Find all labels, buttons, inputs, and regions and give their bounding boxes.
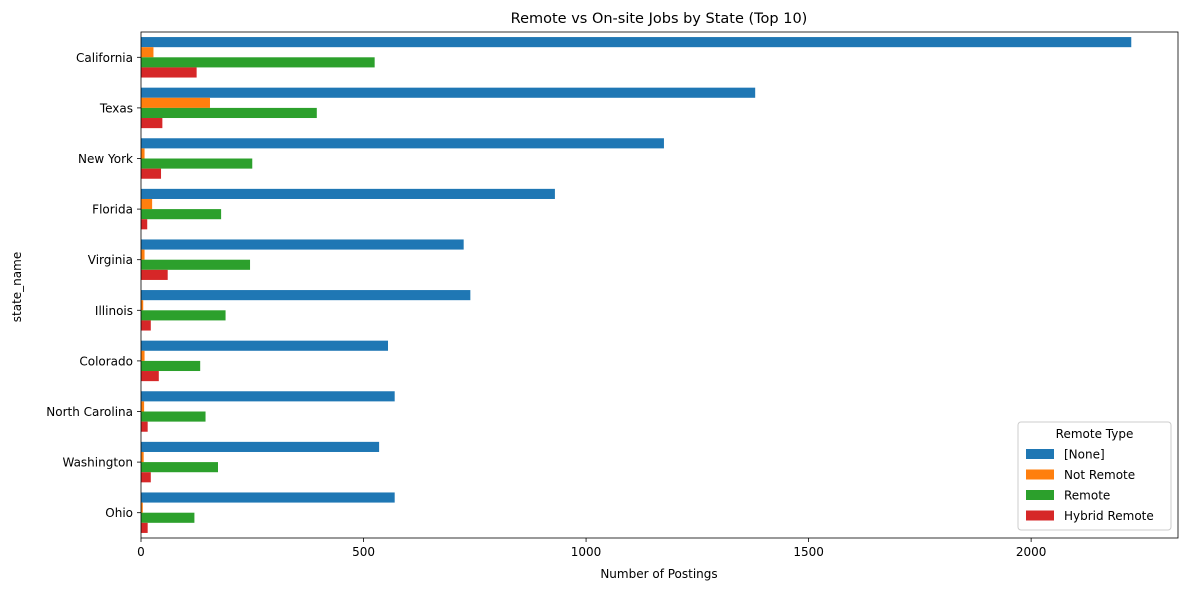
bar-new-york-remote bbox=[141, 158, 253, 169]
bar-new-york-not-remote bbox=[141, 148, 145, 159]
y-tick-label: Illinois bbox=[95, 304, 133, 318]
bar-texas-remote bbox=[141, 107, 317, 119]
legend: Remote Type [None] Not Remote Remote Hybrid … bbox=[1017, 421, 1172, 531]
axes-layer: 0 500 1000 1500 2000 California Texas New York F… bbox=[46, 31, 1179, 559]
legend-swatch bbox=[1026, 490, 1054, 500]
legend-frame bbox=[1017, 421, 1172, 531]
x-tick-label: 1500 bbox=[793, 545, 824, 559]
bar-ohio-not-remote bbox=[141, 502, 143, 513]
bar-florida-none bbox=[141, 188, 555, 199]
legend-swatch bbox=[1026, 510, 1054, 521]
legend-swatch bbox=[1026, 449, 1054, 459]
bar-colorado-hybrid-remote bbox=[141, 371, 159, 382]
bar-california-remote bbox=[141, 57, 375, 68]
bar-texas-none bbox=[141, 87, 756, 98]
x-tick-label: 2000 bbox=[1016, 545, 1047, 559]
bar-florida-hybrid-remote bbox=[141, 219, 148, 230]
bar-new-york-hybrid-remote bbox=[141, 168, 162, 179]
y-tick-label: North Carolina bbox=[46, 405, 133, 419]
bar-colorado-not-remote bbox=[141, 350, 145, 361]
x-tick-label: 500 bbox=[352, 545, 375, 559]
x-axis-label: Number of Postings bbox=[600, 567, 717, 581]
legend-label: [None] bbox=[1064, 448, 1105, 462]
bar-florida-not-remote bbox=[141, 198, 153, 210]
legend-label: Hybrid Remote bbox=[1064, 509, 1154, 523]
bar-illinois-none bbox=[141, 290, 471, 301]
x-tick-label: 0 bbox=[137, 545, 145, 559]
bar-north-carolina-remote bbox=[141, 411, 206, 422]
y-axis-label: state_name bbox=[10, 252, 24, 322]
bar-illinois-hybrid-remote bbox=[141, 320, 151, 331]
bar-washington-hybrid-remote bbox=[141, 472, 151, 483]
x-tick-label: 1000 bbox=[571, 545, 602, 559]
y-tick-label: Texas bbox=[99, 101, 133, 115]
bar-texas-hybrid-remote bbox=[141, 118, 163, 129]
y-tick-label: Virginia bbox=[88, 253, 133, 267]
bar-washington-remote bbox=[141, 462, 218, 473]
y-tick-label: Colorado bbox=[79, 354, 133, 368]
bar-virginia-none bbox=[141, 239, 464, 250]
bar-colorado-remote bbox=[141, 360, 201, 372]
bar-illinois-not-remote bbox=[141, 300, 144, 311]
bar-texas-not-remote bbox=[141, 97, 210, 108]
bar-north-carolina-none bbox=[141, 391, 395, 402]
bars-layer bbox=[141, 37, 1132, 533]
legend-label: Not Remote bbox=[1064, 468, 1135, 482]
bar-washington-not-remote bbox=[141, 451, 144, 463]
legend-title: Remote Type bbox=[1056, 427, 1134, 441]
bar-virginia-hybrid-remote bbox=[141, 269, 168, 280]
y-tick-label: Florida bbox=[92, 203, 133, 217]
bar-california-not-remote bbox=[141, 47, 154, 58]
bar-ohio-hybrid-remote bbox=[141, 522, 148, 533]
bar-new-york-none bbox=[141, 138, 664, 149]
bar-ohio-remote bbox=[141, 512, 195, 523]
y-tick-label: California bbox=[76, 51, 133, 65]
chart-title: Remote vs On-site Jobs by State (Top 10) bbox=[511, 11, 808, 27]
bar-colorado-none bbox=[141, 340, 389, 351]
legend-label: Remote bbox=[1064, 489, 1110, 503]
bar-florida-remote bbox=[141, 209, 222, 220]
plot-frame bbox=[140, 31, 1179, 539]
bar-ohio-none bbox=[141, 492, 395, 503]
bar-washington-none bbox=[141, 441, 380, 452]
bar-north-carolina-hybrid-remote bbox=[141, 421, 148, 432]
y-tick-label: Ohio bbox=[105, 506, 133, 520]
bar-california-hybrid-remote bbox=[141, 67, 197, 78]
y-tick-label: New York bbox=[78, 152, 133, 166]
y-tick-label: Washington bbox=[62, 456, 133, 470]
bar-virginia-not-remote bbox=[141, 249, 145, 260]
bar-north-carolina-not-remote bbox=[141, 401, 145, 412]
bar-california-none bbox=[141, 37, 1132, 48]
bar-virginia-remote bbox=[141, 259, 251, 270]
bar-illinois-remote bbox=[141, 310, 226, 321]
legend-swatch bbox=[1026, 469, 1054, 480]
